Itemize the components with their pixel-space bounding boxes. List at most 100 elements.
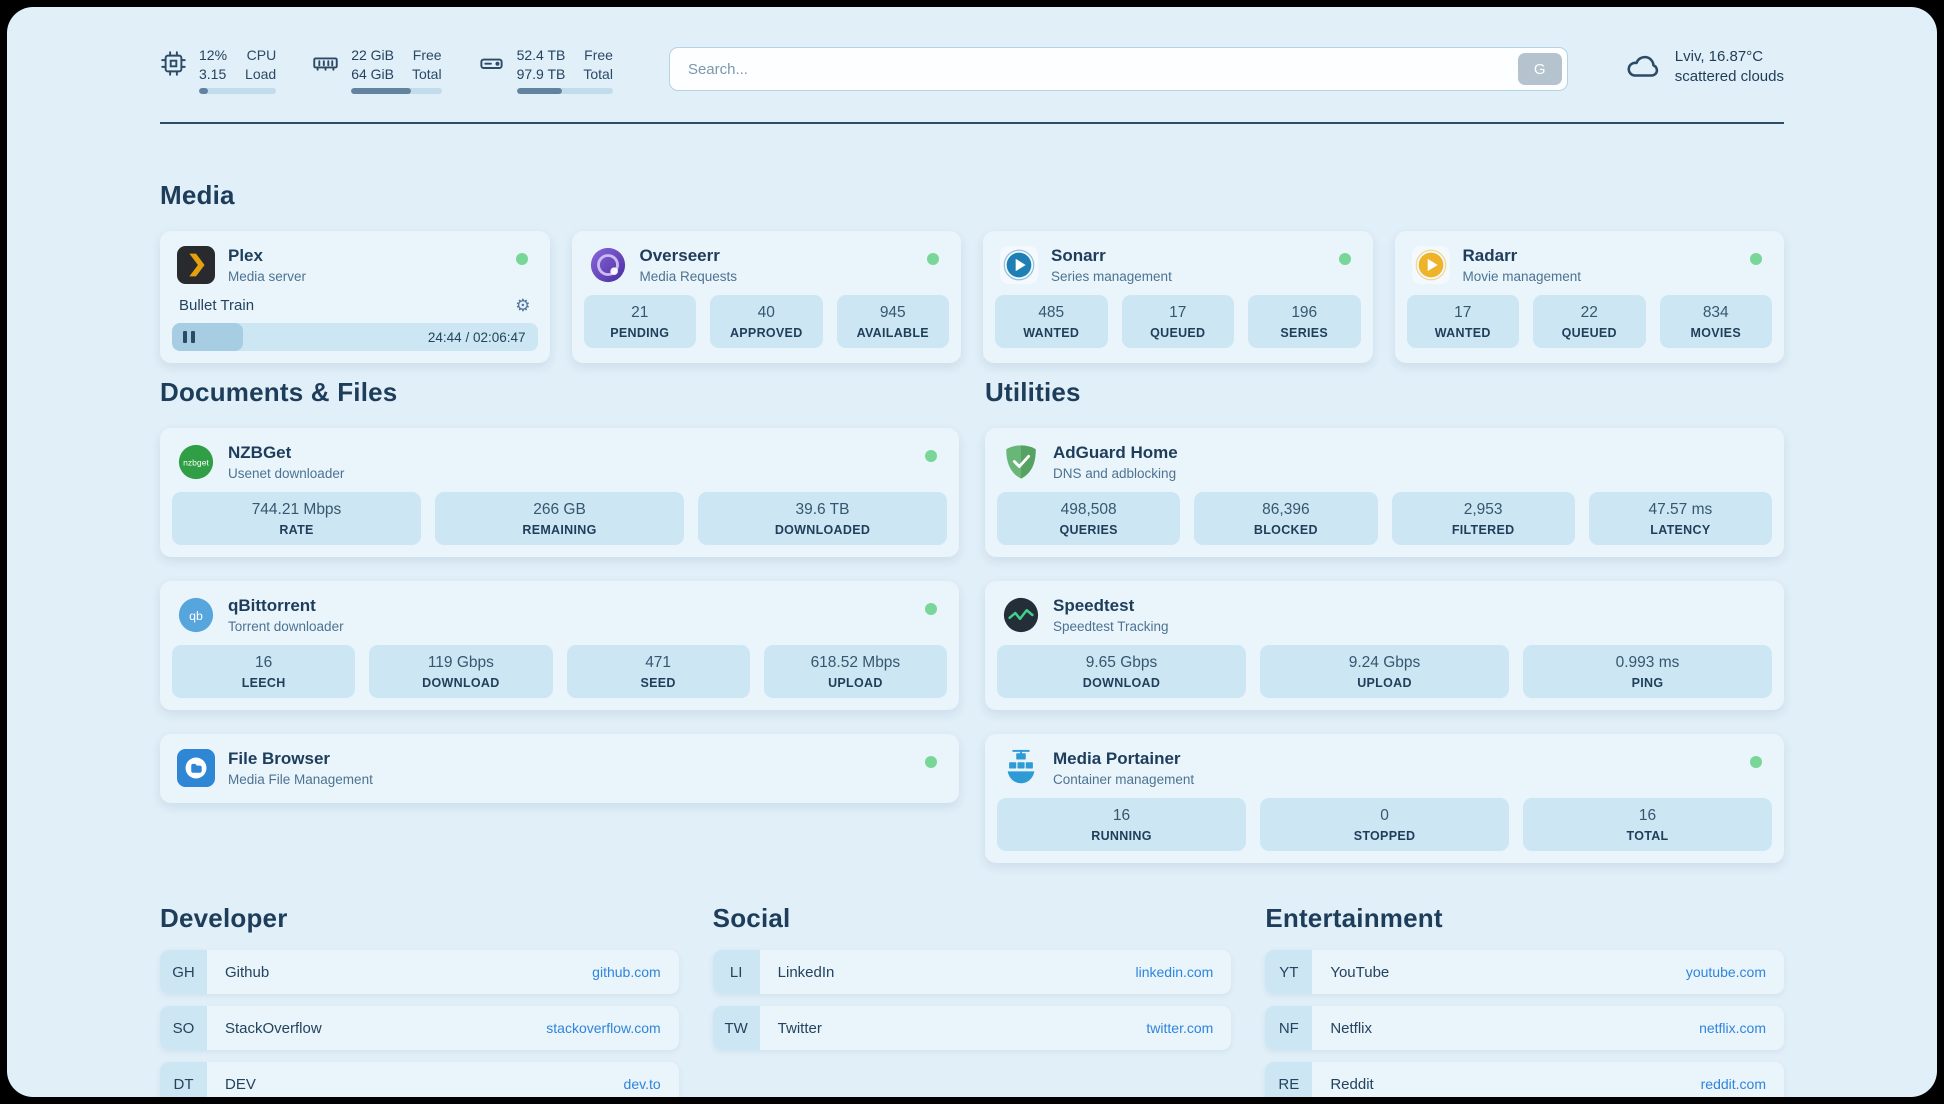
bookmark-group-entertainment: Entertainment YT YouTube youtube.com NF … <box>1265 903 1784 1097</box>
system-widgets: 12% CPU 3.15 Load <box>160 47 613 95</box>
service-description: Movie management <box>1462 269 1582 285</box>
bookmark-link[interactable]: reddit.com <box>1700 1076 1766 1093</box>
status-dot <box>925 756 937 769</box>
stat-ping: 0.993 ms PING <box>1523 645 1772 699</box>
media-grid: Plex Media server Bullet Train ⚙ 24:44 /… <box>160 231 1784 364</box>
stat-upload: 9.24 Gbps UPLOAD <box>1260 645 1509 699</box>
bookmark-group-social: Social LI LinkedIn linkedin.com TW Twitt… <box>712 903 1232 1062</box>
bookmark-abbr: TW <box>712 1006 760 1051</box>
plex-icon <box>177 246 215 285</box>
stat-wanted: 17 WANTED <box>1406 295 1519 349</box>
status-dot <box>1750 756 1762 769</box>
memory-free-label: Free <box>412 47 442 63</box>
bookmark-abbr: RE <box>1265 1062 1313 1097</box>
stat-pending: 21 PENDING <box>583 295 696 349</box>
bookmark-link[interactable]: netflix.com <box>1699 1020 1766 1037</box>
bookmark-link[interactable]: github.com <box>592 964 661 981</box>
stat-remaining: 266 GB REMAINING <box>435 492 684 546</box>
service-description: Media File Management <box>228 772 373 788</box>
service-name: Plex <box>228 246 263 266</box>
stat-filtered: 2,953 FILTERED <box>1391 492 1575 546</box>
stat-available: 945 AVAILABLE <box>836 295 949 349</box>
memory-progress-bar <box>351 88 442 95</box>
svg-text:qb: qb <box>189 609 203 623</box>
service-name: AdGuard Home <box>1053 443 1178 463</box>
service-name: NZBGet <box>228 443 292 463</box>
service-name: Sonarr <box>1051 246 1106 266</box>
bookmark-link[interactable]: dev.to <box>623 1076 661 1093</box>
memory-widget: 22 GiB Free 64 GiB Total <box>312 47 442 95</box>
cpu-progress-bar <box>199 88 277 95</box>
status-dot <box>1750 253 1762 266</box>
cpu-usage-value: 12% <box>199 47 228 63</box>
filebrowser-card[interactable]: File Browser Media File Management <box>160 734 959 804</box>
stat-blocked: 86,396 BLOCKED <box>1194 492 1378 546</box>
sonarr-card[interactable]: Sonarr Series management 485 WANTED 17 QUE… <box>983 231 1373 364</box>
service-description: Container management <box>1053 772 1195 788</box>
svg-text:nzbget: nzbget <box>183 458 209 468</box>
bookmark-link[interactable]: twitter.com <box>1146 1020 1214 1037</box>
cpu-load-label: Load <box>245 66 277 83</box>
status-dot <box>925 450 937 463</box>
bookmark-name: YouTube <box>1330 963 1390 981</box>
plex-card[interactable]: Plex Media server Bullet Train ⚙ 24:44 /… <box>160 231 550 364</box>
bookmark-abbr: LI <box>712 950 760 995</box>
status-dot <box>515 253 528 266</box>
gear-icon[interactable]: ⚙ <box>515 296 531 316</box>
bookmark-abbr: GH <box>160 950 207 995</box>
bookmark-name: Twitter <box>777 1019 822 1037</box>
search-input[interactable] <box>668 47 1568 91</box>
bookmark-linkedin[interactable]: LI LinkedIn linkedin.com <box>712 950 1232 995</box>
stat-movies: 834 MOVIES <box>1659 295 1772 349</box>
speedtest-icon <box>1003 598 1039 633</box>
documents-column: Documents & Files nzbget NZBGet Usenet d… <box>160 377 959 804</box>
stat-downloaded: 39.6 TB DOWNLOADED <box>698 492 947 546</box>
search-provider-button[interactable]: G <box>1517 53 1562 85</box>
pause-icon[interactable] <box>183 331 195 344</box>
stat-running: 16 RUNNING <box>997 798 1246 852</box>
qbittorrent-card[interactable]: qb qBittorrent Torrent downloader 16 LEEC… <box>160 581 959 711</box>
service-description: Speedtest Tracking <box>1053 619 1169 635</box>
stat-series: 196 SERIES <box>1248 295 1361 349</box>
filebrowser-icon <box>177 749 215 788</box>
bookmark-abbr: DT <box>160 1062 207 1097</box>
memory-icon <box>313 57 338 71</box>
status-dot <box>927 253 939 266</box>
sonarr-icon <box>1000 246 1038 285</box>
portainer-card[interactable]: Media Portainer Container management 16 R… <box>985 734 1784 864</box>
memory-progress-fill <box>351 88 411 95</box>
bookmark-abbr: YT <box>1265 950 1313 995</box>
now-playing-title: Bullet Train <box>179 297 255 315</box>
overseerr-card[interactable]: Overseerr Media Requests 21 PENDING 40 APP… <box>571 231 961 364</box>
bookmark-link[interactable]: youtube.com <box>1685 964 1766 981</box>
memory-total-value: 64 GiB <box>351 66 394 83</box>
radarr-card[interactable]: Radarr Movie management 17 WANTED 22 QUEUE… <box>1394 231 1784 364</box>
bookmark-dev[interactable]: DT DEV dev.to <box>160 1062 679 1097</box>
bookmark-twitter[interactable]: TW Twitter twitter.com <box>712 1006 1232 1051</box>
stat-download: 9.65 Gbps DOWNLOAD <box>997 645 1246 699</box>
bookmark-github[interactable]: GH Github github.com <box>160 950 679 995</box>
cpu-icon <box>161 51 186 76</box>
bookmark-name: LinkedIn <box>777 963 835 981</box>
bookmark-reddit[interactable]: RE Reddit reddit.com <box>1265 1062 1784 1097</box>
playback-progress-bar: 24:44 / 02:06:47 <box>172 323 538 352</box>
stat-wanted: 485 WANTED <box>995 295 1108 349</box>
disk-progress-bar <box>516 88 613 95</box>
nzbget-card[interactable]: nzbget NZBGet Usenet downloader 744.21 M… <box>160 428 959 558</box>
disk-free-label: Free <box>584 47 613 63</box>
playback-time: 24:44 / 02:06:47 <box>427 330 526 346</box>
service-name: Media Portainer <box>1053 749 1181 769</box>
bookmark-link[interactable]: linkedin.com <box>1135 964 1214 981</box>
bookmark-netflix[interactable]: NF Netflix netflix.com <box>1265 1006 1784 1051</box>
bookmark-group-title: Entertainment <box>1265 903 1443 934</box>
adguard-card[interactable]: AdGuard Home DNS and adblocking 498,508 Q… <box>985 428 1784 558</box>
stat-latency: 47.57 ms LATENCY <box>1588 492 1772 546</box>
cpu-widget: 12% CPU 3.15 Load <box>160 47 277 95</box>
speedtest-card[interactable]: Speedtest Speedtest Tracking 9.65 Gbps DO… <box>985 581 1784 711</box>
bookmark-stackoverflow[interactable]: SO StackOverflow stackoverflow.com <box>160 1006 679 1051</box>
bookmark-group-title: Social <box>712 903 791 934</box>
stat-queued: 17 QUEUED <box>1121 295 1234 349</box>
bookmark-youtube[interactable]: YT YouTube youtube.com <box>1265 950 1784 995</box>
search-bar: G <box>668 47 1568 91</box>
bookmark-link[interactable]: stackoverflow.com <box>546 1020 661 1037</box>
